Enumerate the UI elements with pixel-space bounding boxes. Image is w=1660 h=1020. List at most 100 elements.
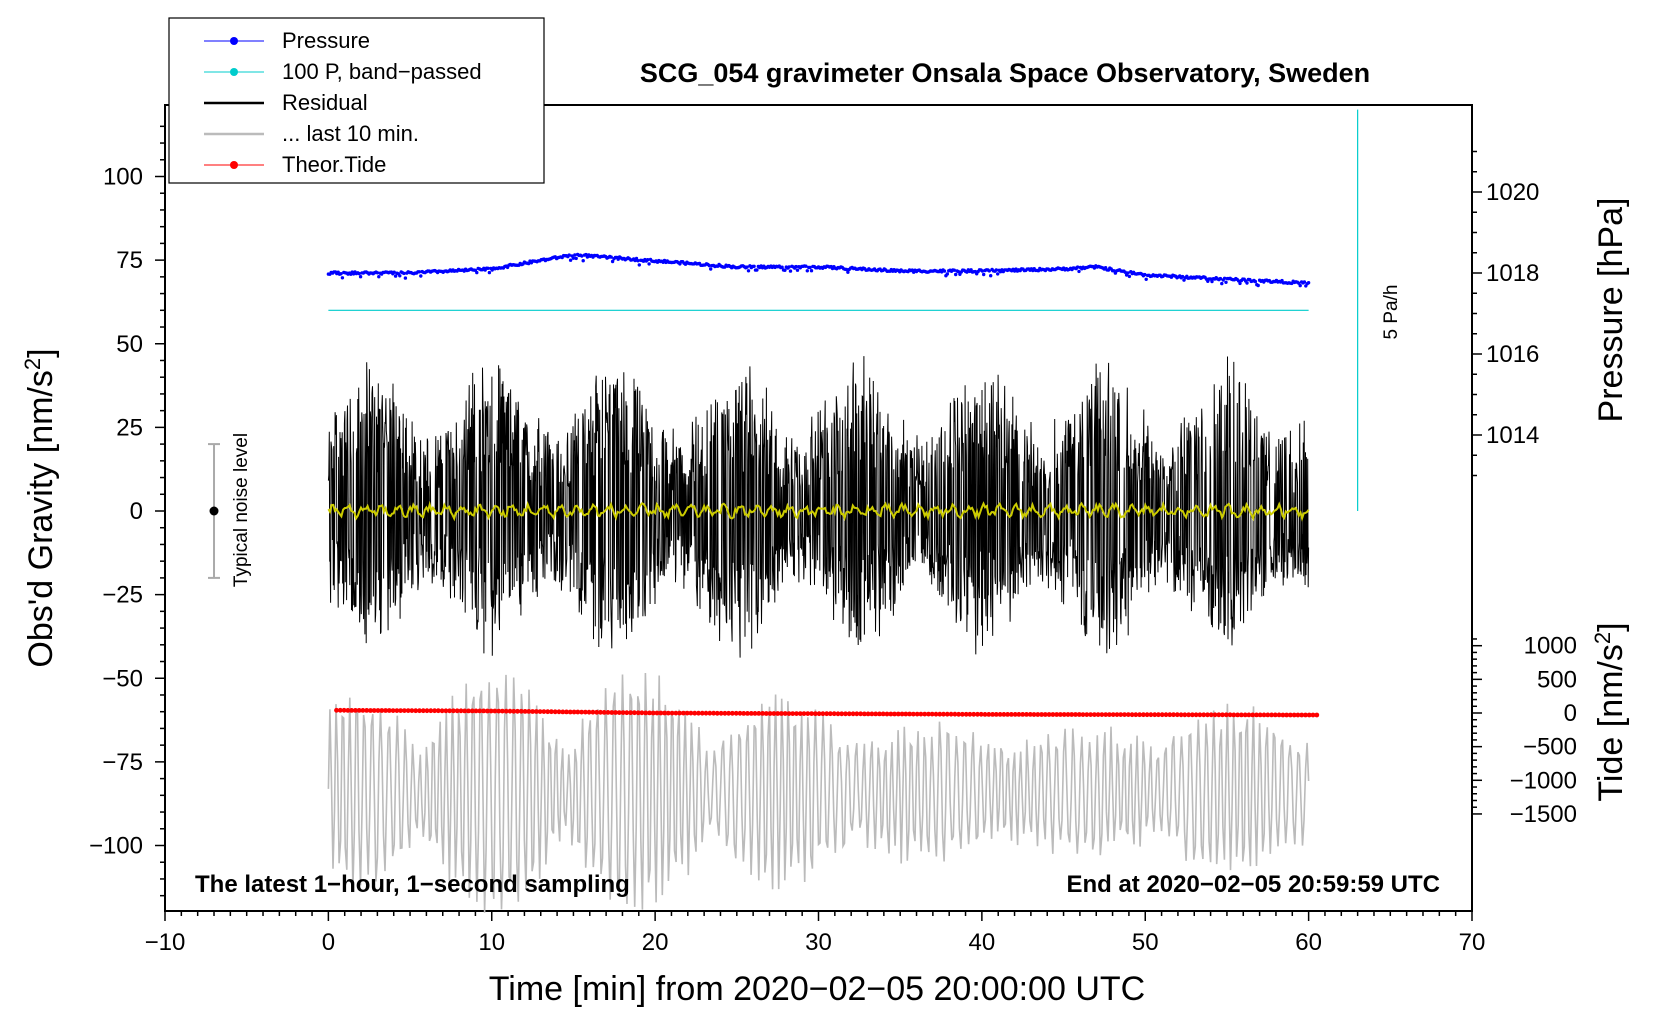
tide-point — [579, 709, 584, 715]
pressure-point — [486, 266, 490, 270]
data-layer — [208, 109, 1359, 913]
pressure-point — [989, 274, 993, 278]
tide-point — [1133, 712, 1139, 718]
pressure-point — [1220, 281, 1224, 286]
pressure-point — [419, 274, 423, 278]
tide-point — [673, 710, 679, 716]
pressure-point — [487, 270, 492, 275]
tide-point — [722, 710, 728, 716]
pressure-point — [1302, 280, 1307, 284]
tide-point — [1005, 712, 1010, 717]
tide-point — [782, 711, 788, 716]
tide-point — [816, 711, 822, 717]
tide-point — [1159, 712, 1165, 718]
tide-point — [507, 708, 513, 714]
tide-point — [522, 709, 528, 714]
tide-point — [628, 710, 633, 716]
tide-point — [1148, 712, 1154, 718]
pressure-point — [952, 268, 956, 272]
pressure-point — [805, 269, 809, 273]
tide-point — [405, 708, 411, 713]
tide-point — [1012, 712, 1018, 717]
tide-point — [1178, 712, 1184, 718]
tide-point — [960, 711, 965, 717]
legend-label-pressure: Pressure — [282, 28, 370, 53]
pressure-point — [339, 272, 343, 276]
tide-point — [1103, 712, 1109, 717]
pressure-point — [707, 263, 711, 268]
tide-point — [858, 711, 863, 717]
y-tick-label-tide: −1500 — [1510, 801, 1577, 828]
tide-point — [854, 711, 860, 717]
pressure-point — [1180, 274, 1185, 279]
tide-point — [1141, 712, 1146, 718]
tide-point — [473, 708, 479, 714]
tide-point — [869, 711, 875, 717]
y-tick-label-tide: 1000 — [1524, 633, 1577, 660]
tide-point — [1099, 712, 1105, 717]
tide-point — [466, 708, 471, 714]
legend-label-tide: Theor.Tide — [282, 152, 386, 177]
pressure-point — [637, 263, 641, 267]
residual-smoothed-trace — [327, 500, 1310, 522]
tide-point — [575, 709, 581, 715]
tide-point — [492, 708, 498, 714]
tide-point — [733, 710, 739, 716]
x-tick-label: 70 — [1459, 929, 1486, 956]
tide-point — [1167, 712, 1173, 718]
x-tick-label: 10 — [478, 929, 505, 956]
tide-point — [511, 708, 517, 714]
legend-marks — [204, 37, 264, 169]
tide-point — [616, 710, 622, 715]
tide-point — [880, 711, 886, 717]
tide-point — [1065, 712, 1071, 717]
tide-point — [571, 709, 577, 715]
tide-point — [1088, 712, 1093, 717]
tide-point — [647, 710, 652, 716]
pressure-point — [1127, 274, 1132, 279]
pressure-point — [357, 271, 361, 276]
tide-point — [696, 710, 701, 716]
tide-point — [560, 709, 566, 715]
pressure-point — [945, 272, 949, 276]
tide-point — [767, 711, 773, 716]
pressure-point — [1144, 277, 1148, 281]
tide-point — [1310, 712, 1316, 718]
tide-point — [353, 708, 358, 713]
tide-point — [443, 708, 449, 714]
pressure-point — [610, 259, 615, 264]
legend-marker-0 — [230, 37, 238, 45]
tide-point — [1284, 712, 1289, 718]
tide-label-end: ] — [1592, 622, 1630, 631]
pressure-point — [980, 269, 984, 273]
pressure-point — [1077, 269, 1081, 274]
tide-point — [990, 712, 995, 717]
tide-point — [877, 711, 882, 717]
tide-point — [1291, 712, 1297, 718]
pressure-point — [755, 268, 759, 272]
tide-point — [1193, 712, 1199, 718]
tide-point — [850, 711, 856, 717]
pressure-point — [996, 272, 1000, 276]
last-10-min-trace — [327, 672, 1310, 913]
y-tick-label-tide: 500 — [1537, 666, 1577, 693]
tide-point — [1314, 712, 1320, 718]
tide-point — [763, 711, 769, 716]
tide-point — [439, 708, 445, 714]
tide-point — [1235, 712, 1240, 718]
tide-point — [590, 709, 596, 715]
pressure-point — [954, 272, 958, 277]
tide-point — [635, 710, 641, 716]
tide-point — [907, 711, 912, 717]
y-tick-label-pressure: 1014 — [1486, 422, 1539, 449]
chart-title: SCG_054 gravimeter Onsala Space Observat… — [640, 58, 1370, 88]
pressure-point — [647, 262, 651, 266]
tide-point — [703, 710, 709, 716]
tide-point — [1035, 712, 1041, 717]
pressure-point — [1222, 276, 1227, 280]
tide-point — [677, 710, 682, 716]
x-tick-label: 40 — [969, 929, 996, 956]
tide-point — [379, 708, 385, 713]
tide-point — [975, 711, 980, 717]
pressure-point — [392, 270, 396, 274]
